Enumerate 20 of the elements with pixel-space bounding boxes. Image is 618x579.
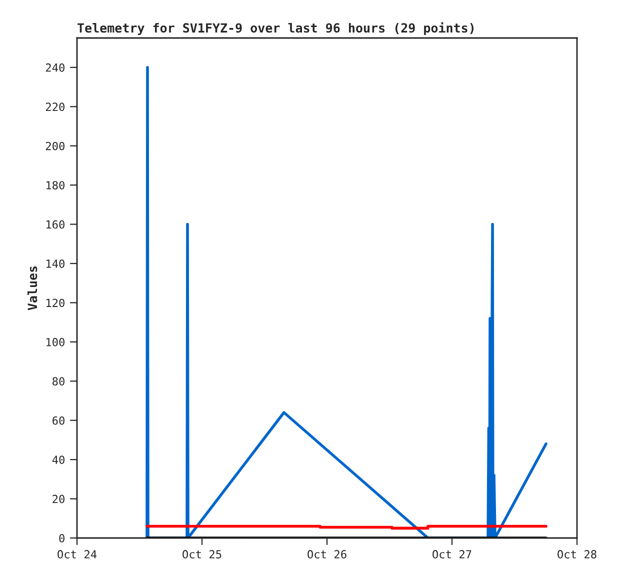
y-tick-label: 0 [59, 534, 64, 542]
y-tick-label: 120 [46, 298, 64, 308]
y-tick-label: 180 [46, 181, 64, 190]
y-tick-label: 200 [46, 142, 64, 150]
y-tick-label: 80 [52, 377, 64, 386]
x-tick-label: Oct 27 [432, 550, 472, 558]
y-tick-label: 100 [46, 338, 64, 346]
x-tick-label: Oct 28 [558, 550, 596, 558]
y-tick-label: 40 [52, 456, 64, 464]
y-tick-label: 160 [46, 220, 64, 229]
y-axis-title: Values [27, 266, 38, 310]
x-tick-label: Oct 25 [182, 550, 222, 558]
y-tick-label: 220 [46, 102, 64, 112]
chart-title: Telemetry for SV1FYZ-9 over last 96 hours (29 points) [78, 22, 474, 36]
y-tick-label: 20 [52, 494, 64, 504]
y-tick-label: 240 [46, 63, 64, 72]
x-tick-label: Oct 26 [308, 550, 346, 558]
x-tick-label: Oct 24 [58, 550, 97, 558]
y-tick-label: 140 [46, 259, 64, 268]
y-tick-label: 60 [52, 416, 64, 425]
